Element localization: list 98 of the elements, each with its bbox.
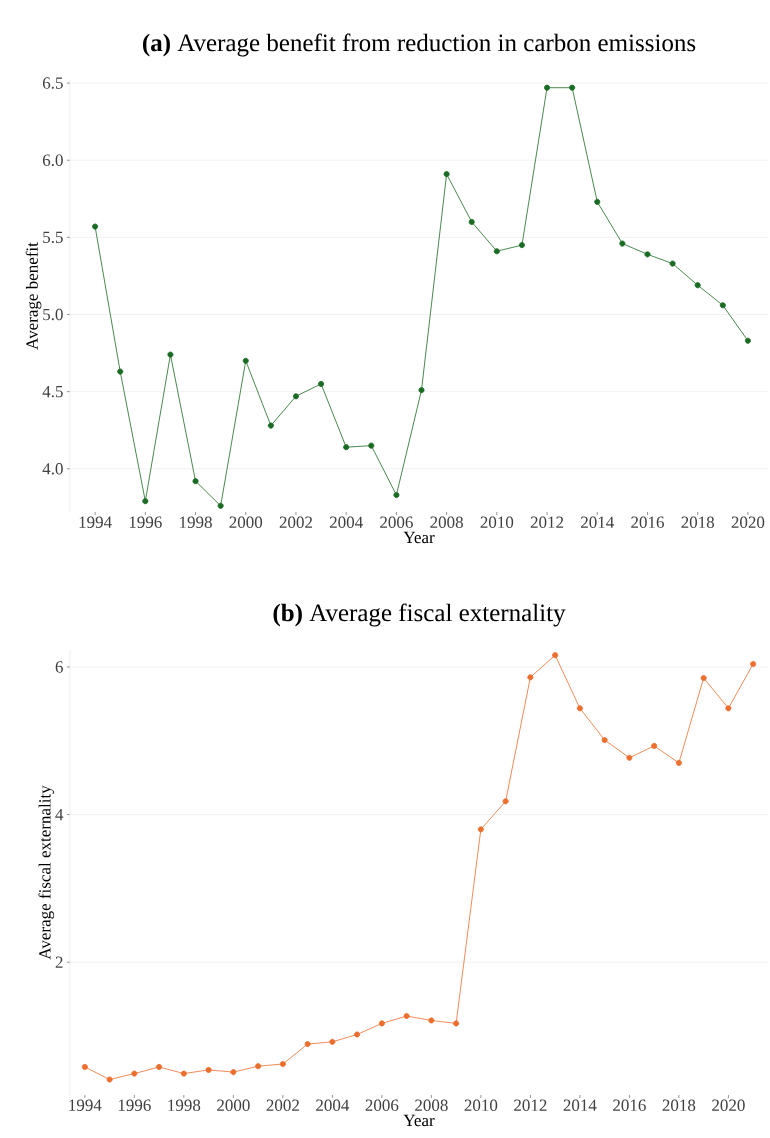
point xyxy=(552,652,559,659)
point xyxy=(700,675,707,682)
x-tick-label: 2000 xyxy=(229,516,263,529)
point xyxy=(651,742,658,749)
point xyxy=(92,223,99,230)
point xyxy=(329,1038,336,1045)
point xyxy=(403,1013,410,1020)
y-tick-label: 6.5 xyxy=(42,77,63,89)
x-tick-label: 2004 xyxy=(316,1099,350,1111)
x-tick-label: 2020 xyxy=(731,516,765,529)
point xyxy=(279,1061,286,1067)
point xyxy=(167,351,174,358)
point xyxy=(142,498,149,505)
x-tick-label: 2010 xyxy=(480,516,514,529)
x-tick-label: 2002 xyxy=(279,516,313,529)
point xyxy=(443,171,450,178)
point xyxy=(217,502,224,509)
point xyxy=(354,1031,361,1038)
x-tick-label: 2016 xyxy=(613,1099,646,1111)
point xyxy=(368,442,375,449)
point xyxy=(502,798,509,805)
x-tick-label: 2010 xyxy=(464,1099,498,1111)
point xyxy=(694,282,701,289)
x-tick-label: 2000 xyxy=(217,1099,250,1111)
chart-title: (b) Average fiscal externality xyxy=(273,603,566,627)
point xyxy=(255,1063,262,1070)
x-tick-label: 2018 xyxy=(681,516,715,529)
y-tick-label: 5.0 xyxy=(43,308,63,321)
point xyxy=(418,387,425,394)
y-tick-label: 4 xyxy=(55,808,64,821)
y-tick-label: 6.0 xyxy=(42,154,63,166)
x-axis-title: Year xyxy=(403,1114,435,1127)
y-tick-label: 4.0 xyxy=(42,463,63,475)
point xyxy=(267,422,274,429)
point xyxy=(393,492,400,499)
chart-title: (a) Average benefit from reduction in carbon emissions xyxy=(142,33,696,57)
x-tick-label: 2006 xyxy=(365,1099,399,1111)
x-tick-label: 1994 xyxy=(69,1099,102,1111)
x-tick-label: 2012 xyxy=(530,516,564,529)
point xyxy=(576,705,583,712)
point xyxy=(106,1076,113,1083)
point xyxy=(594,198,601,205)
point xyxy=(117,368,124,375)
point xyxy=(619,240,626,247)
point xyxy=(192,478,199,485)
point xyxy=(569,84,576,91)
x-axis-title: Year xyxy=(403,531,435,544)
point xyxy=(378,1020,385,1027)
point xyxy=(343,444,350,451)
x-tick-label: 2008 xyxy=(430,516,463,529)
point xyxy=(493,248,500,255)
point xyxy=(205,1066,212,1073)
point xyxy=(180,1070,187,1077)
point xyxy=(156,1063,163,1070)
point xyxy=(544,84,551,91)
point xyxy=(131,1070,138,1077)
point xyxy=(725,705,732,712)
point xyxy=(744,337,751,344)
point xyxy=(230,1069,237,1076)
y-axis-title: Average fiscal externality xyxy=(38,785,55,960)
point xyxy=(719,302,726,309)
point xyxy=(292,393,299,400)
y-tick-label: 6 xyxy=(55,661,63,673)
y-tick-label: 4.5 xyxy=(42,385,63,398)
x-tick-label: 2006 xyxy=(380,516,413,529)
x-tick-label: 1996 xyxy=(129,516,162,528)
x-tick-label: 2016 xyxy=(631,516,664,529)
point xyxy=(601,737,608,744)
x-tick-label: 2004 xyxy=(329,516,363,529)
x-tick-label: 2018 xyxy=(662,1099,696,1111)
x-tick-label: 2014 xyxy=(563,1099,597,1111)
point xyxy=(318,380,325,387)
point xyxy=(304,1041,311,1048)
y-axis-title: Average benefit xyxy=(25,242,42,350)
x-tick-label: 2008 xyxy=(415,1099,448,1111)
point xyxy=(428,1017,435,1024)
x-tick-label: 1998 xyxy=(180,516,212,529)
x-tick-label: 2020 xyxy=(712,1099,745,1111)
point xyxy=(453,1020,460,1027)
x-tick-label: 2012 xyxy=(514,1099,547,1111)
point xyxy=(669,260,676,267)
point xyxy=(518,242,525,249)
y-tick-label: 2 xyxy=(55,956,63,968)
point xyxy=(675,759,682,766)
y-tick-label: 5.5 xyxy=(43,231,63,244)
x-tick-label: 2002 xyxy=(266,1099,299,1111)
point xyxy=(644,251,651,258)
point xyxy=(242,357,249,364)
x-tick-label: 1994 xyxy=(79,516,112,528)
point xyxy=(527,674,534,681)
x-tick-label: 1998 xyxy=(168,1099,201,1111)
point xyxy=(81,1063,88,1070)
point xyxy=(477,826,484,833)
x-tick-label: 1996 xyxy=(118,1099,151,1111)
point xyxy=(468,218,475,225)
point xyxy=(750,661,757,668)
x-tick-label: 2014 xyxy=(581,516,614,529)
point xyxy=(626,754,633,761)
